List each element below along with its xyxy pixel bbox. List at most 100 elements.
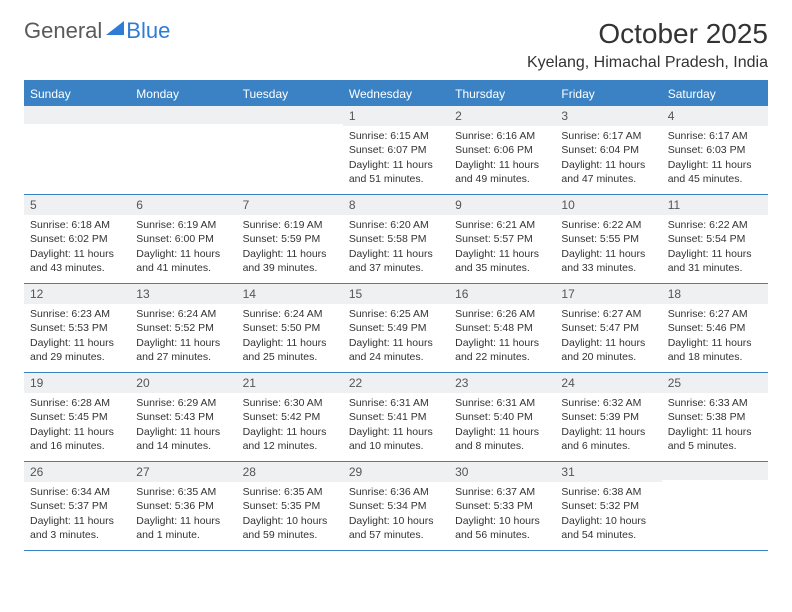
logo-text-blue: Blue [126,18,170,44]
week-row: 26Sunrise: 6:34 AMSunset: 5:37 PMDayligh… [24,462,768,551]
day-number: 11 [662,195,768,215]
daylight-text: Daylight: 11 hours and 1 minute. [136,514,230,542]
sunrise-text: Sunrise: 6:26 AM [455,307,549,321]
sunset-text: Sunset: 5:55 PM [561,232,655,246]
daylight-text: Daylight: 11 hours and 6 minutes. [561,425,655,453]
weekday-header: Wednesday [343,82,449,106]
daylight-text: Daylight: 11 hours and 18 minutes. [668,336,762,364]
daylight-text: Daylight: 11 hours and 22 minutes. [455,336,549,364]
daylight-text: Daylight: 11 hours and 14 minutes. [136,425,230,453]
day-number: 28 [237,462,343,482]
sunset-text: Sunset: 5:42 PM [243,410,337,424]
sunrise-text: Sunrise: 6:20 AM [349,218,443,232]
weeks-container: 1Sunrise: 6:15 AMSunset: 6:07 PMDaylight… [24,106,768,551]
daylight-text: Daylight: 11 hours and 29 minutes. [30,336,124,364]
sunset-text: Sunset: 5:47 PM [561,321,655,335]
day-number: 7 [237,195,343,215]
daylight-text: Daylight: 11 hours and 43 minutes. [30,247,124,275]
day-number: 21 [237,373,343,393]
daylight-text: Daylight: 11 hours and 33 minutes. [561,247,655,275]
day-number: 17 [555,284,661,304]
day-number: 27 [130,462,236,482]
day-body: Sunrise: 6:37 AMSunset: 5:33 PMDaylight:… [449,485,555,546]
sunrise-text: Sunrise: 6:22 AM [668,218,762,232]
day-cell: 30 Sunrise: 6:37 AMSunset: 5:33 PMDayligh… [449,462,555,550]
sunrise-text: Sunrise: 6:27 AM [668,307,762,321]
sunset-text: Sunset: 5:36 PM [136,499,230,513]
sunset-text: Sunset: 5:48 PM [455,321,549,335]
sunrise-text: Sunrise: 6:16 AM [455,129,549,143]
day-body: Sunrise: 6:22 AMSunset: 5:54 PMDaylight:… [662,218,768,279]
day-number: 9 [449,195,555,215]
day-number: 30 [449,462,555,482]
day-number [24,106,130,124]
day-cell: 5Sunrise: 6:18 AMSunset: 6:02 PMDaylight… [24,195,130,283]
day-number: 3 [555,106,661,126]
sunrise-text: Sunrise: 6:35 AM [243,485,337,499]
weekday-header: Tuesday [237,82,343,106]
sunset-text: Sunset: 5:33 PM [455,499,549,513]
day-body: Sunrise: 6:31 AMSunset: 5:41 PMDaylight:… [343,396,449,457]
daylight-text: Daylight: 11 hours and 49 minutes. [455,158,549,186]
day-number: 26 [24,462,130,482]
sunrise-text: Sunrise: 6:18 AM [30,218,124,232]
calendar: Sunday Monday Tuesday Wednesday Thursday… [24,80,768,551]
day-cell: 31 Sunrise: 6:38 AMSunset: 5:32 PMDayligh… [555,462,661,550]
week-row: 1Sunrise: 6:15 AMSunset: 6:07 PMDaylight… [24,106,768,195]
sunset-text: Sunset: 5:59 PM [243,232,337,246]
day-number: 12 [24,284,130,304]
daylight-text: Daylight: 11 hours and 35 minutes. [455,247,549,275]
sunrise-text: Sunrise: 6:15 AM [349,129,443,143]
day-number: 29 [343,462,449,482]
sunrise-text: Sunrise: 6:17 AM [668,129,762,143]
week-row: 19Sunrise: 6:28 AMSunset: 5:45 PMDayligh… [24,373,768,462]
daylight-text: Daylight: 10 hours and 56 minutes. [455,514,549,542]
day-number: 4 [662,106,768,126]
day-cell: 13Sunrise: 6:24 AMSunset: 5:52 PMDayligh… [130,284,236,372]
weekday-header: Monday [130,82,236,106]
sunrise-text: Sunrise: 6:17 AM [561,129,655,143]
day-number: 14 [237,284,343,304]
day-number: 31 [555,462,661,482]
day-body: Sunrise: 6:19 AMSunset: 5:59 PMDaylight:… [237,218,343,279]
weekday-header: Saturday [662,82,768,106]
day-body: Sunrise: 6:30 AMSunset: 5:42 PMDaylight:… [237,396,343,457]
daylight-text: Daylight: 11 hours and 16 minutes. [30,425,124,453]
sunset-text: Sunset: 6:02 PM [30,232,124,246]
sunrise-text: Sunrise: 6:24 AM [136,307,230,321]
day-number: 22 [343,373,449,393]
day-body: Sunrise: 6:17 AMSunset: 6:04 PMDaylight:… [555,129,661,190]
day-number: 18 [662,284,768,304]
daylight-text: Daylight: 11 hours and 10 minutes. [349,425,443,453]
day-number: 23 [449,373,555,393]
daylight-text: Daylight: 11 hours and 45 minutes. [668,158,762,186]
day-number: 8 [343,195,449,215]
day-body: Sunrise: 6:38 AMSunset: 5:32 PMDaylight:… [555,485,661,546]
day-body: Sunrise: 6:19 AMSunset: 6:00 PMDaylight:… [130,218,236,279]
daylight-text: Daylight: 11 hours and 24 minutes. [349,336,443,364]
sunset-text: Sunset: 5:53 PM [30,321,124,335]
day-body: Sunrise: 6:29 AMSunset: 5:43 PMDaylight:… [130,396,236,457]
sunrise-text: Sunrise: 6:38 AM [561,485,655,499]
day-cell: 22 Sunrise: 6:31 AMSunset: 5:41 PMDayligh… [343,373,449,461]
day-cell [237,106,343,194]
sunset-text: Sunset: 5:32 PM [561,499,655,513]
day-body: Sunrise: 6:32 AMSunset: 5:39 PMDaylight:… [555,396,661,457]
daylight-text: Daylight: 11 hours and 31 minutes. [668,247,762,275]
sunset-text: Sunset: 5:38 PM [668,410,762,424]
sunset-text: Sunset: 5:46 PM [668,321,762,335]
day-body: Sunrise: 6:21 AMSunset: 5:57 PMDaylight:… [449,218,555,279]
sunset-text: Sunset: 5:41 PM [349,410,443,424]
sunrise-text: Sunrise: 6:29 AM [136,396,230,410]
sunset-text: Sunset: 5:35 PM [243,499,337,513]
week-row: 5Sunrise: 6:18 AMSunset: 6:02 PMDaylight… [24,195,768,284]
week-row: 12Sunrise: 6:23 AMSunset: 5:53 PMDayligh… [24,284,768,373]
daylight-text: Daylight: 11 hours and 47 minutes. [561,158,655,186]
day-number: 25 [662,373,768,393]
day-body: Sunrise: 6:36 AMSunset: 5:34 PMDaylight:… [343,485,449,546]
day-number: 16 [449,284,555,304]
day-cell: 27Sunrise: 6:35 AMSunset: 5:36 PMDayligh… [130,462,236,550]
day-cell: 26Sunrise: 6:34 AMSunset: 5:37 PMDayligh… [24,462,130,550]
daylight-text: Daylight: 11 hours and 51 minutes. [349,158,443,186]
day-body: Sunrise: 6:17 AMSunset: 6:03 PMDaylight:… [662,129,768,190]
